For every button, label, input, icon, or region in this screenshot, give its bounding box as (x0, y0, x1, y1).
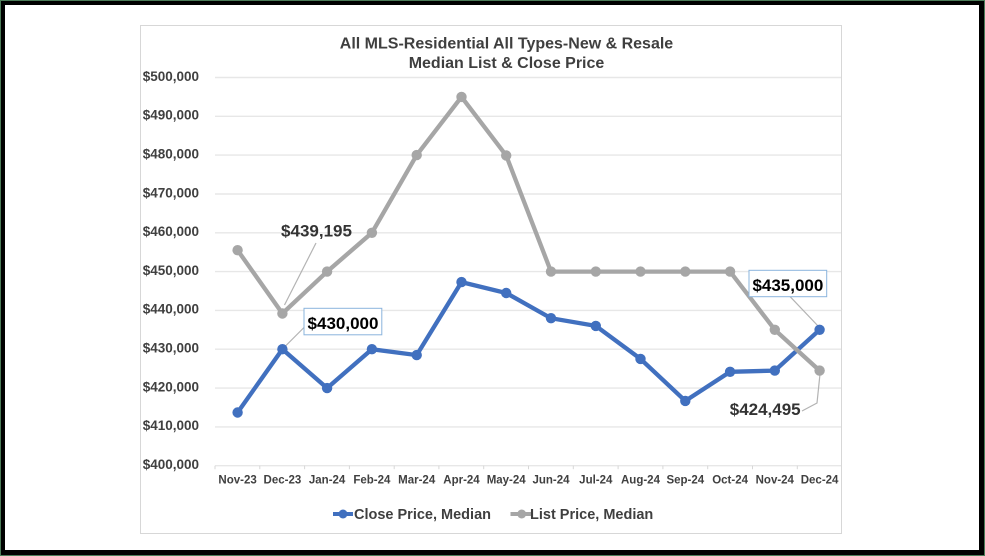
svg-text:Oct-24: Oct-24 (712, 474, 748, 486)
svg-text:$450,000: $450,000 (143, 263, 199, 278)
svg-text:Dec-24: Dec-24 (801, 474, 839, 486)
svg-text:$430,000: $430,000 (308, 314, 379, 333)
svg-text:Nov-24: Nov-24 (756, 474, 795, 486)
svg-text:Nov-23: Nov-23 (218, 474, 256, 486)
svg-text:$480,000: $480,000 (143, 146, 199, 161)
svg-text:$440,000: $440,000 (143, 302, 199, 317)
svg-text:Feb-24: Feb-24 (353, 474, 391, 486)
svg-text:Apr-24: Apr-24 (443, 474, 480, 486)
svg-text:$435,000: $435,000 (752, 276, 823, 295)
svg-text:Jan-24: Jan-24 (309, 474, 346, 486)
svg-text:$500,000: $500,000 (143, 69, 199, 84)
svg-text:$410,000: $410,000 (143, 418, 199, 433)
svg-text:$470,000: $470,000 (143, 185, 199, 200)
svg-text:Median List & Close Price: Median List & Close Price (409, 55, 605, 72)
svg-text:Mar-24: Mar-24 (398, 474, 436, 486)
svg-text:$460,000: $460,000 (143, 224, 199, 239)
svg-text:$420,000: $420,000 (143, 379, 199, 394)
svg-text:Dec-23: Dec-23 (264, 474, 302, 486)
svg-text:Jul-24: Jul-24 (579, 474, 613, 486)
svg-text:Sep-24: Sep-24 (666, 474, 704, 486)
svg-text:All MLS-Residential All Types-: All MLS-Residential All Types-New & Resa… (340, 35, 674, 52)
svg-text:Aug-24: Aug-24 (621, 474, 661, 486)
svg-text:List Price, Median: List Price, Median (530, 507, 653, 523)
svg-text:$430,000: $430,000 (143, 341, 199, 356)
svg-text:$400,000: $400,000 (143, 457, 199, 472)
svg-text:Close Price, Median: Close Price, Median (354, 507, 491, 523)
svg-text:$490,000: $490,000 (143, 108, 199, 123)
svg-text:$439,195: $439,195 (281, 222, 352, 241)
svg-text:May-24: May-24 (487, 474, 527, 486)
svg-text:$424,495: $424,495 (730, 400, 801, 419)
svg-text:Jun-24: Jun-24 (532, 474, 570, 486)
